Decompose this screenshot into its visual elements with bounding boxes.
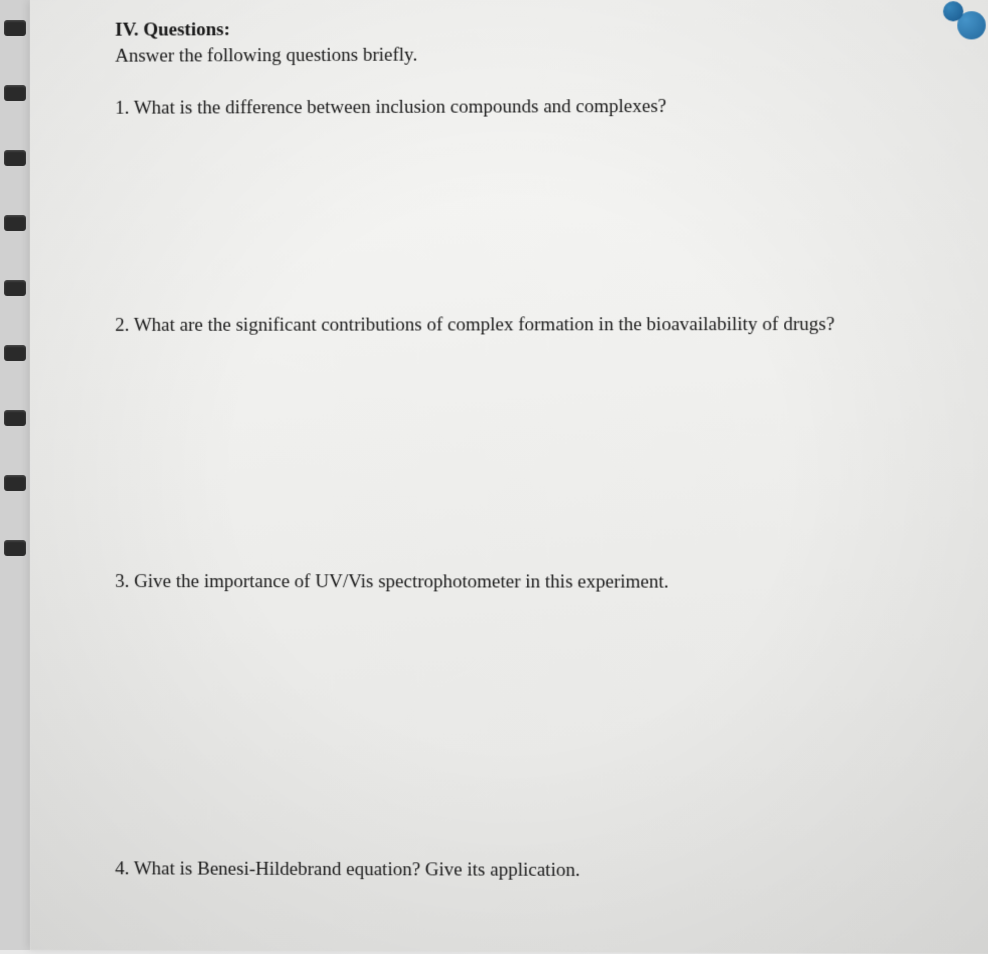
spiral-binding [0, 0, 30, 950]
question-number: 3. [115, 571, 129, 592]
section-instruction: Answer the following questions briefly. [115, 43, 935, 68]
binding-ring [4, 20, 26, 36]
question-text: What is the difference between inclusion… [134, 96, 667, 119]
binding-ring [4, 410, 26, 426]
document-page: IV. Questions: Answer the following ques… [30, 0, 988, 954]
question-number: 2. [115, 314, 129, 335]
question-text: What are the significant contributions o… [134, 313, 835, 335]
binding-ring [4, 345, 26, 361]
decoration-blob-icon [943, 1, 963, 21]
question-item: 1. What is the difference between inclus… [115, 93, 935, 122]
binding-ring [4, 215, 26, 231]
binding-ring [4, 475, 26, 491]
question-number: 1. [115, 98, 129, 119]
section-number: IV. [115, 20, 138, 41]
question-text: Give the importance of UV/Vis spectropho… [134, 571, 669, 593]
question-number: 4. [115, 858, 129, 879]
question-item: 3. Give the importance of UV/Vis spectro… [115, 569, 935, 596]
question-item: 2. What are the significant contribution… [115, 311, 935, 339]
binding-ring [4, 85, 26, 101]
question-text: What is Benesi-Hildebrand equation? Give… [134, 858, 580, 881]
section-header: IV. Questions: [115, 16, 935, 41]
section-title: Questions: [143, 19, 230, 40]
binding-ring [4, 540, 26, 556]
document-content: IV. Questions: Answer the following ques… [100, 16, 935, 885]
corner-decoration [935, 1, 986, 52]
binding-ring [4, 150, 26, 166]
question-item: 4. What is Benesi-Hildebrand equation? G… [115, 856, 935, 886]
binding-ring [4, 280, 26, 296]
